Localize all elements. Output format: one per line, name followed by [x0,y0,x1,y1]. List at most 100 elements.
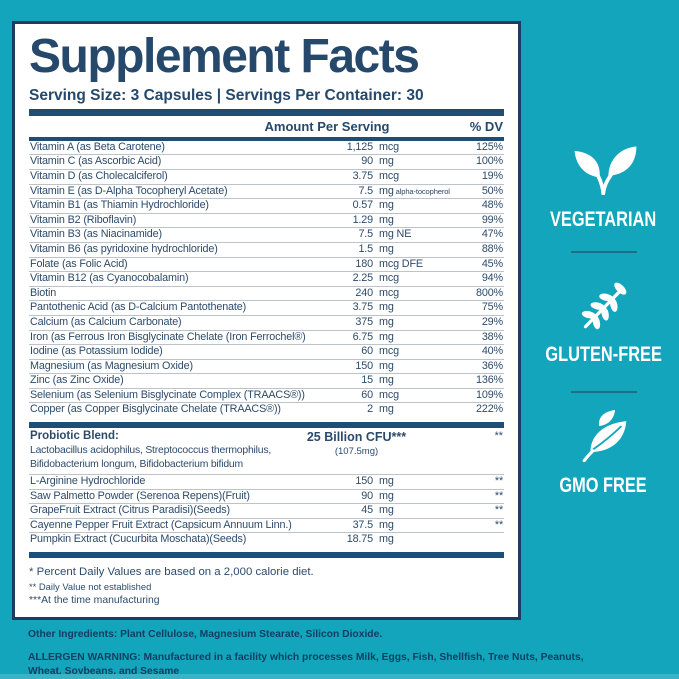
daily-value: 38% [481,330,503,343]
ingredient-name: Vitamin B6 (as pyridoxine hydrochloride) [30,242,218,255]
ingredient-name: Vitamin A (as Beta Carotene) [30,140,165,153]
ingredient-name: Vitamin B12 (as Cyanocobalamin) [30,272,189,285]
amount-value: 60 [361,345,373,358]
badge-divider [571,251,637,253]
botanical-rows: L-Arginine Hydrochloride 150 mg ** Saw Palme… [29,475,504,548]
ingredient-name: Pumpkin Extract (Cucurbita Moschata)(See… [30,533,247,546]
footnotes: * Percent Daily Values are based on a 2,… [29,558,504,606]
badge-column: VEGETARIAN GLUTEN-FRE [528,0,679,679]
supplement-facts-panel: Supplement Facts Serving Size: 3 Capsule… [12,21,521,620]
divider-bar-header [29,136,504,141]
amount-value: 2.25 [352,272,374,285]
daily-value: 29% [481,315,503,328]
amount-unit: mg [379,518,394,531]
badge-vegetarian-label: VEGETARIAN [550,208,657,231]
daily-value: 99% [481,213,503,226]
amount-unit: mg [379,403,394,416]
nutrient-rows: Vitamin A (as Beta Carotene) 1,125 mcg 125%… [29,141,504,418]
badge-gluten-free-label: GLUTEN-FREE [545,343,662,366]
probiotic-blend-desc: Lactobacillus acidophilus, Streptococcus… [30,445,272,457]
badge-vegetarian: VEGETARIAN [528,145,679,232]
daily-value: 125% [475,140,503,153]
ingredient-name: Folate (as Folic Acid) [30,257,128,270]
amount-value: 150 [355,475,373,488]
amount-unit: mg [379,213,394,226]
daily-value: ** [494,475,503,488]
ingredient-name: Magnesium (as Magnesium Oxide) [30,359,193,372]
table-row: Vitamin C (as Ascorbic Acid) 90 mg 100% [29,155,504,170]
ingredient-name: Vitamin D (as Cholecalciferol) [30,169,168,182]
badge-gluten-free: GLUTEN-FREE [528,281,679,367]
amount-value: 1.5 [358,242,373,255]
amount-unit: mcg [379,388,399,401]
table-row: Folate (as Folic Acid) 180 mcg DFE 45% [29,258,504,273]
table-header: Amount Per Serving % DV [29,116,504,137]
ingredient-name: Vitamin B3 (as Niacinamide) [30,228,162,241]
ingredient-name: Vitamin B2 (Riboflavin) [30,213,137,226]
table-row: Zinc (as Zinc Oxide) 15 mg 136% [29,374,504,389]
amount-unit: mcg [379,140,399,153]
divider-bar-bottom [29,552,504,559]
table-row: Pumpkin Extract (Cucurbita Moschata)(See… [29,533,504,548]
daily-value: 36% [481,359,503,372]
amount-unit: mg [379,374,394,387]
daily-value: 19% [481,169,503,182]
ingredient-name: Vitamin C (as Ascorbic Acid) [30,155,162,168]
amount-value: 90 [361,489,373,502]
table-row: Vitamin B1 (as Thiamin Hydrochloride) 0.5… [29,199,504,214]
daily-value: 94% [481,272,503,285]
amount-unit: mg [379,533,394,546]
amount-unit: mg [379,199,394,212]
amount-value: 150 [355,359,373,372]
ingredient-name: Biotin [30,286,57,299]
amount-unit: mg NE [379,228,412,241]
divider-bar-probiotic [29,422,504,429]
daily-value: 222% [475,403,503,416]
badge-gmo-free: GMO FREE [528,410,679,498]
amount-value: 1.29 [352,213,374,226]
amount-unit: mcg [379,169,399,182]
table-row: Vitamin B6 (as pyridoxine hydrochloride)… [29,243,504,258]
daily-value: 47% [481,228,503,241]
amount-value: 3.75 [352,169,374,182]
ingredient-name: Copper (as Copper Bisglycinate Chelate (… [30,403,281,416]
daily-value: 48% [481,199,503,212]
daily-value: 100% [475,155,503,168]
ingredient-name: Iodine (as Potassium Iodide) [30,345,163,358]
other-ingredients-label: Other Ingredients: [28,629,118,640]
amount-unit: mcg DFE [379,257,423,270]
amount-value: 240 [355,286,373,299]
amount-unit: mg alpha-tocopherol [379,184,450,197]
page-title: Supplement Facts [29,30,420,83]
column-header-amount: Amount Per Serving [264,118,390,134]
amount-value: 90 [361,155,373,168]
ingredient-name: Iron (as Ferrous Iron Bisglycinate Chela… [30,330,306,343]
amount-value: 2 [367,403,373,416]
amount-value: 375 [355,315,373,328]
amount-unit: mg [379,475,394,488]
amount-value: 60 [361,388,373,401]
sprout-icon [567,145,641,200]
probiotic-blend-amount-mg: (107.5mg) [334,446,379,458]
ingredient-name: Calcium (as Calcium Carbonate) [30,315,182,328]
allergen-warning-text: Manufactured in a facility which process… [28,651,584,677]
amount-value: 1,125 [346,140,373,153]
amount-value: 37.5 [352,518,374,531]
amount-unit: mg [379,330,394,343]
divider-bar-top [29,108,504,116]
amount-unit: mg [379,301,394,314]
table-row: Saw Palmetto Powder (Serenoa Repens)(Fru… [29,490,504,505]
amount-value: 180 [355,257,373,270]
allergen-warning-label: ALLERGEN WARNING: [28,651,141,663]
table-row: Pantothenic Acid (as D-Calcium Pantothen… [29,301,504,316]
leaf-icon [573,410,635,467]
daily-value: 136% [475,374,503,387]
table-row: L-Arginine Hydrochloride 150 mg ** [29,475,504,490]
daily-value: ** [494,504,503,517]
ingredient-name: Pantothenic Acid (as D-Calcium Pantothen… [30,301,247,314]
amount-unit: mg [379,155,394,168]
ingredient-name: Vitamin E (as D-Alpha Tocopheryl Acetate… [30,184,228,197]
serving-size-line: Serving Size: 3 Capsules | Servings Per … [29,86,424,104]
amount-unit: mg [379,242,394,255]
